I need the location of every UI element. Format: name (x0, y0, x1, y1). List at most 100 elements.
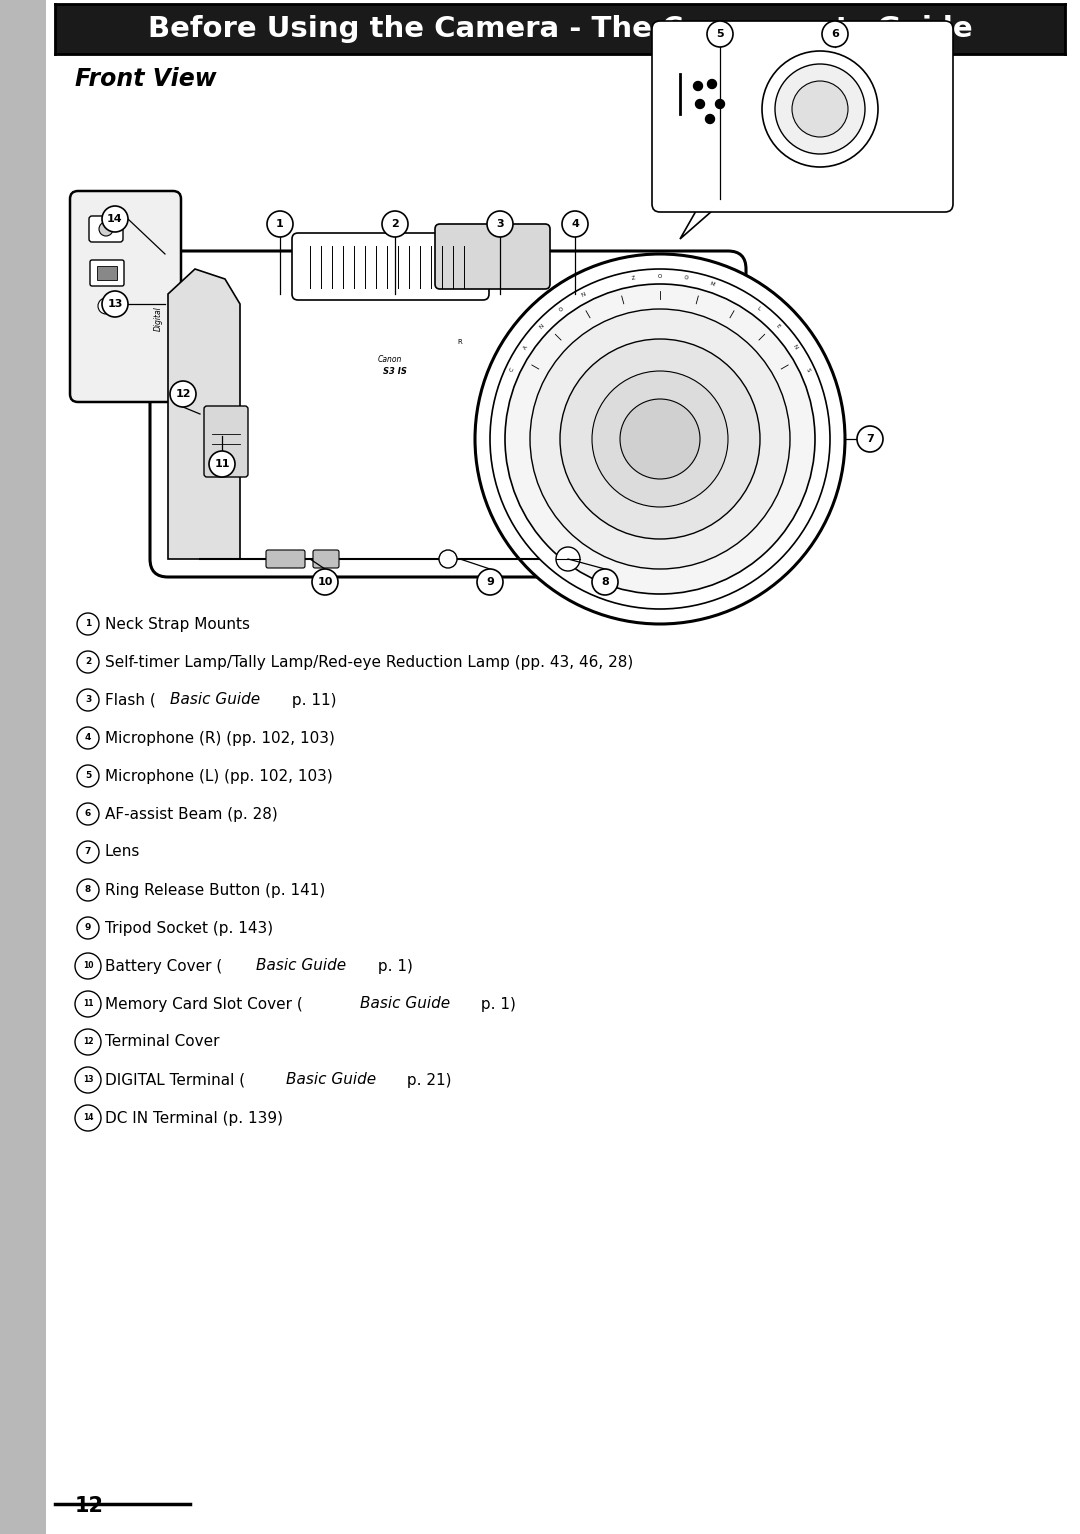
Circle shape (102, 291, 129, 318)
Text: Canon: Canon (378, 354, 402, 364)
Text: Battery Cover (: Battery Cover ( (105, 959, 222, 974)
Text: 2: 2 (85, 658, 91, 666)
Text: O: O (684, 275, 689, 281)
Text: AF-assist Beam (p. 28): AF-assist Beam (p. 28) (105, 807, 278, 822)
Circle shape (170, 380, 195, 407)
Circle shape (75, 953, 102, 979)
Text: Digital: Digital (153, 307, 162, 331)
Text: Basic Guide: Basic Guide (171, 692, 260, 707)
Circle shape (620, 399, 700, 479)
Text: Basic Guide: Basic Guide (360, 997, 450, 1011)
FancyBboxPatch shape (204, 407, 248, 477)
Circle shape (75, 1068, 102, 1094)
Text: 13: 13 (107, 299, 123, 308)
Circle shape (77, 917, 99, 939)
Circle shape (77, 727, 99, 749)
FancyBboxPatch shape (435, 224, 550, 288)
Circle shape (705, 115, 715, 124)
Text: A: A (523, 344, 528, 350)
Circle shape (775, 64, 865, 153)
Circle shape (556, 548, 580, 571)
Circle shape (490, 268, 831, 609)
Circle shape (592, 569, 618, 595)
Circle shape (75, 1029, 102, 1055)
Circle shape (77, 802, 99, 825)
Text: 12: 12 (83, 1037, 93, 1046)
Circle shape (696, 100, 704, 109)
Text: Terminal Cover: Terminal Cover (105, 1034, 219, 1049)
Text: O: O (558, 305, 565, 313)
Text: Microphone (L) (pp. 102, 103): Microphone (L) (pp. 102, 103) (105, 769, 333, 784)
Text: S3 IS: S3 IS (383, 368, 407, 376)
Polygon shape (168, 268, 240, 558)
Text: 6: 6 (832, 29, 839, 38)
FancyBboxPatch shape (90, 259, 124, 285)
Text: 7: 7 (866, 434, 874, 443)
Circle shape (707, 80, 716, 89)
Text: 7: 7 (85, 847, 91, 856)
Circle shape (99, 222, 113, 236)
Text: p. 11): p. 11) (287, 692, 336, 707)
Text: DC IN Terminal (p. 139): DC IN Terminal (p. 139) (105, 1111, 283, 1126)
Circle shape (77, 614, 99, 635)
FancyBboxPatch shape (70, 192, 181, 402)
FancyBboxPatch shape (652, 21, 953, 212)
Circle shape (382, 212, 408, 236)
FancyBboxPatch shape (0, 0, 46, 1534)
Text: 11: 11 (83, 1000, 93, 1008)
Text: M: M (708, 281, 715, 287)
Text: Self-timer Lamp/Tally Lamp/Red-eye Reduction Lamp (pp. 43, 46, 28): Self-timer Lamp/Tally Lamp/Red-eye Reduc… (105, 655, 633, 669)
Circle shape (561, 339, 760, 538)
Text: 4: 4 (85, 733, 91, 742)
Text: 8: 8 (85, 885, 91, 894)
Circle shape (98, 298, 114, 314)
Circle shape (77, 841, 99, 864)
Text: Flash (: Flash ( (105, 692, 156, 707)
Text: Ring Release Button (p. 141): Ring Release Button (p. 141) (105, 882, 325, 897)
Text: Before Using the Camera - The Components Guide: Before Using the Camera - The Components… (148, 15, 972, 43)
Circle shape (693, 81, 702, 91)
FancyBboxPatch shape (97, 265, 117, 281)
FancyBboxPatch shape (150, 252, 746, 577)
Circle shape (102, 206, 129, 232)
Text: Front View: Front View (75, 67, 217, 91)
FancyBboxPatch shape (266, 551, 305, 568)
Text: 6: 6 (85, 810, 91, 819)
Text: Basic Guide: Basic Guide (286, 1072, 376, 1088)
Text: 13: 13 (83, 1075, 93, 1085)
Text: 10: 10 (318, 577, 333, 588)
Circle shape (267, 212, 293, 236)
Text: Neck Strap Mounts: Neck Strap Mounts (105, 617, 249, 632)
Text: 14: 14 (107, 215, 123, 224)
Circle shape (858, 426, 883, 453)
Circle shape (77, 879, 99, 900)
Text: L: L (756, 307, 761, 311)
Text: N: N (792, 344, 798, 350)
Text: Lens: Lens (105, 845, 140, 859)
Text: p. 1): p. 1) (476, 997, 516, 1011)
Circle shape (505, 284, 815, 594)
Text: S: S (805, 368, 811, 373)
Circle shape (487, 212, 513, 236)
Text: 1: 1 (85, 620, 91, 629)
Text: 1: 1 (276, 219, 284, 229)
Text: E: E (775, 324, 781, 330)
Circle shape (77, 765, 99, 787)
Circle shape (530, 308, 789, 569)
Circle shape (75, 991, 102, 1017)
Circle shape (77, 689, 99, 710)
Text: 8: 8 (602, 577, 609, 588)
Circle shape (707, 21, 733, 48)
FancyBboxPatch shape (292, 233, 489, 301)
FancyBboxPatch shape (89, 216, 123, 242)
Text: 5: 5 (716, 29, 724, 38)
Text: Memory Card Slot Cover (: Memory Card Slot Cover ( (105, 997, 302, 1011)
Text: 2: 2 (391, 219, 399, 229)
Circle shape (210, 451, 235, 477)
Text: Tripod Socket (p. 143): Tripod Socket (p. 143) (105, 920, 273, 936)
Text: DIGITAL Terminal (: DIGITAL Terminal ( (105, 1072, 245, 1088)
Circle shape (562, 212, 588, 236)
Text: 4: 4 (571, 219, 579, 229)
Text: 12: 12 (175, 390, 191, 399)
Text: 14: 14 (83, 1114, 93, 1123)
